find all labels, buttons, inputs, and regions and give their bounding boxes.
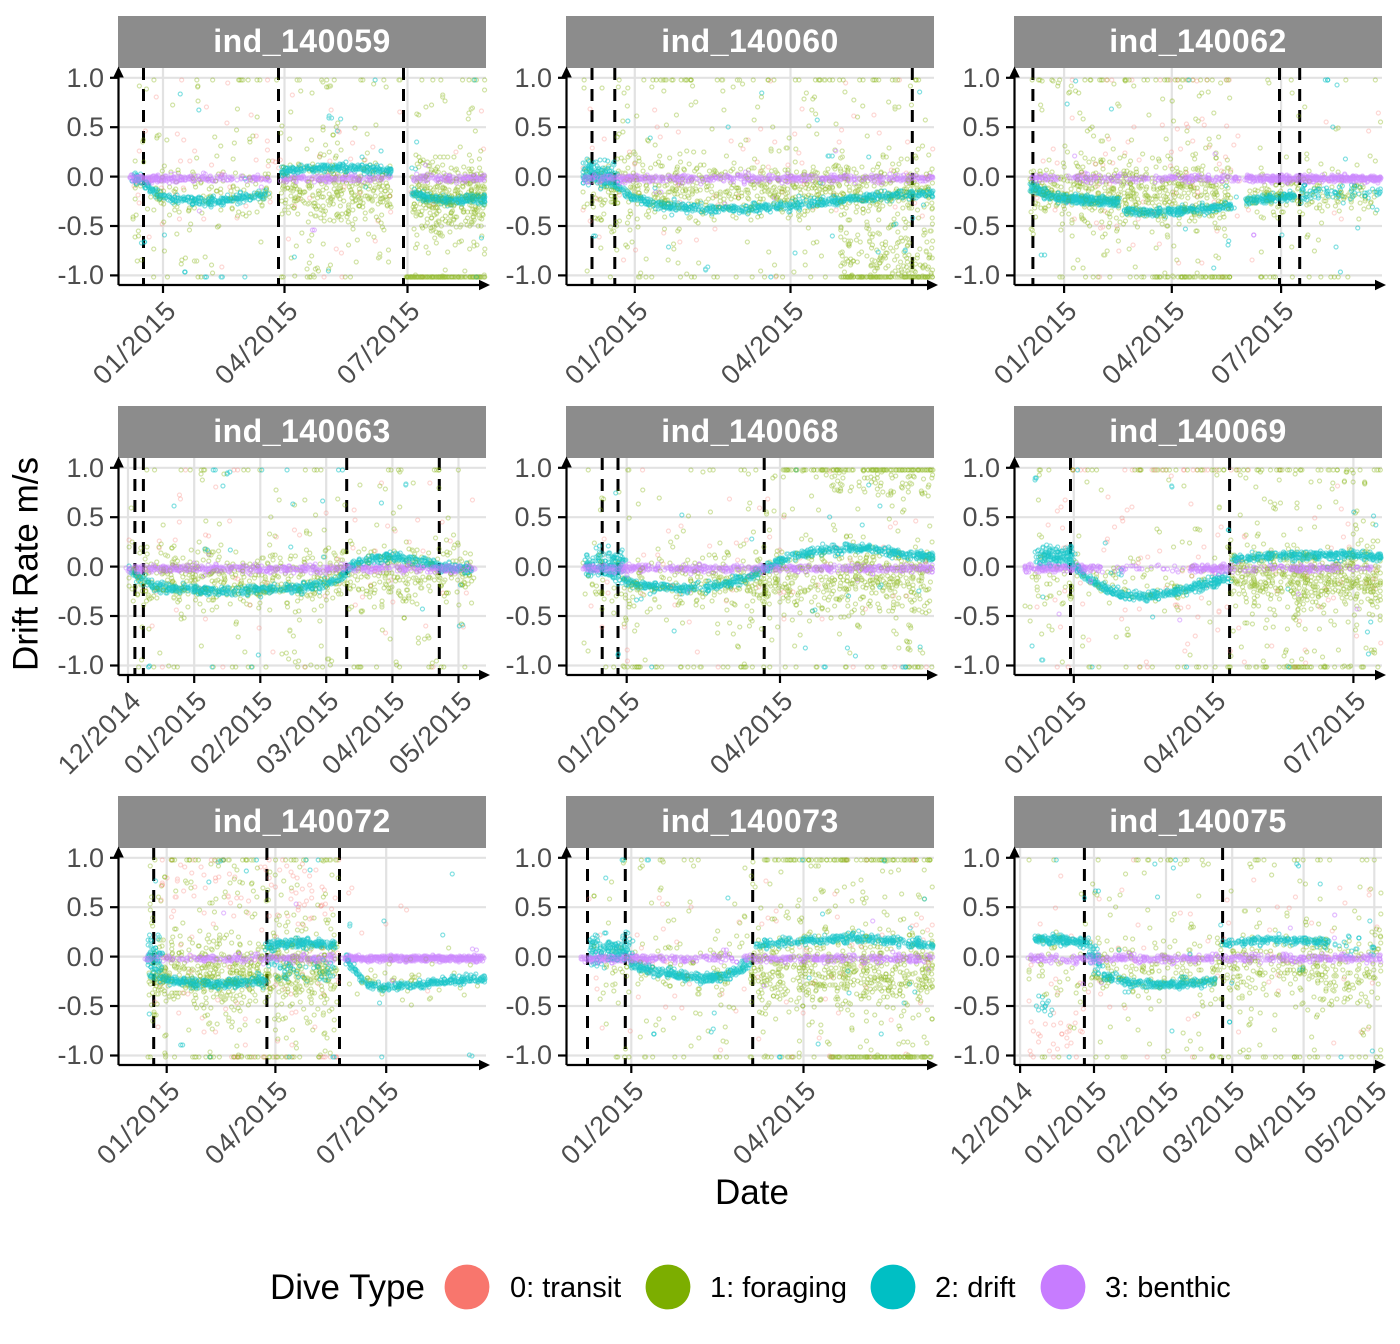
svg-text:1.0: 1.0	[66, 843, 104, 873]
svg-text:ind_140075: ind_140075	[1109, 803, 1287, 839]
svg-text:1.0: 1.0	[962, 63, 1000, 93]
svg-text:Drift Rate m/s: Drift Rate m/s	[7, 457, 46, 671]
svg-text:0.0: 0.0	[962, 942, 1000, 972]
svg-text:0.5: 0.5	[66, 112, 104, 142]
svg-text:-1.0: -1.0	[953, 650, 1000, 680]
svg-text:ind_140060: ind_140060	[661, 23, 839, 59]
svg-text:-0.5: -0.5	[505, 601, 552, 631]
svg-text:0.0: 0.0	[66, 942, 104, 972]
svg-text:0.5: 0.5	[962, 112, 1000, 142]
svg-text:0.5: 0.5	[514, 892, 552, 922]
svg-text:-1.0: -1.0	[953, 1040, 1000, 1070]
svg-text:ind_140073: ind_140073	[661, 803, 839, 839]
svg-text:ind_140068: ind_140068	[661, 413, 839, 449]
svg-text:-0.5: -0.5	[57, 601, 104, 631]
svg-text:-1.0: -1.0	[57, 260, 104, 290]
svg-text:0: transit: 0: transit	[510, 1272, 621, 1304]
svg-text:-1.0: -1.0	[505, 1040, 552, 1070]
svg-text:-1.0: -1.0	[505, 260, 552, 290]
svg-text:0.0: 0.0	[962, 552, 1000, 582]
svg-text:1.0: 1.0	[962, 453, 1000, 483]
svg-text:0.0: 0.0	[66, 552, 104, 582]
svg-text:ind_140059: ind_140059	[213, 23, 391, 59]
svg-text:0.5: 0.5	[962, 892, 1000, 922]
svg-text:ind_140063: ind_140063	[213, 413, 391, 449]
svg-text:-0.5: -0.5	[953, 991, 1000, 1021]
svg-text:1.0: 1.0	[962, 843, 1000, 873]
svg-text:1.0: 1.0	[514, 453, 552, 483]
svg-text:ind_140072: ind_140072	[213, 803, 391, 839]
svg-text:-0.5: -0.5	[57, 991, 104, 1021]
svg-text:0.5: 0.5	[962, 502, 1000, 532]
svg-text:0.5: 0.5	[514, 112, 552, 142]
svg-text:1.0: 1.0	[514, 63, 552, 93]
svg-text:Dive Type: Dive Type	[270, 1268, 425, 1307]
svg-text:-0.5: -0.5	[953, 211, 1000, 241]
svg-text:0.5: 0.5	[514, 502, 552, 532]
svg-text:0.5: 0.5	[66, 892, 104, 922]
svg-text:-0.5: -0.5	[57, 211, 104, 241]
svg-text:-1.0: -1.0	[57, 1040, 104, 1070]
svg-text:-0.5: -0.5	[505, 211, 552, 241]
svg-text:3: benthic: 3: benthic	[1105, 1272, 1231, 1304]
svg-text:1.0: 1.0	[514, 843, 552, 873]
svg-text:0.0: 0.0	[514, 162, 552, 192]
svg-text:0.5: 0.5	[66, 502, 104, 532]
svg-text:-1.0: -1.0	[505, 650, 552, 680]
svg-text:0.0: 0.0	[514, 552, 552, 582]
svg-text:-0.5: -0.5	[953, 601, 1000, 631]
svg-text:-1.0: -1.0	[953, 260, 1000, 290]
svg-text:1: foraging: 1: foraging	[710, 1272, 847, 1304]
svg-text:ind_140069: ind_140069	[1109, 413, 1287, 449]
svg-text:-0.5: -0.5	[505, 991, 552, 1021]
svg-text:0.0: 0.0	[962, 162, 1000, 192]
svg-text:-1.0: -1.0	[57, 650, 104, 680]
svg-text:ind_140062: ind_140062	[1109, 23, 1287, 59]
svg-text:1.0: 1.0	[66, 453, 104, 483]
svg-text:0.0: 0.0	[514, 942, 552, 972]
svg-text:0.0: 0.0	[66, 162, 104, 192]
svg-text:2: drift: 2: drift	[935, 1272, 1016, 1304]
svg-text:1.0: 1.0	[66, 63, 104, 93]
svg-text:Date: Date	[715, 1173, 789, 1212]
